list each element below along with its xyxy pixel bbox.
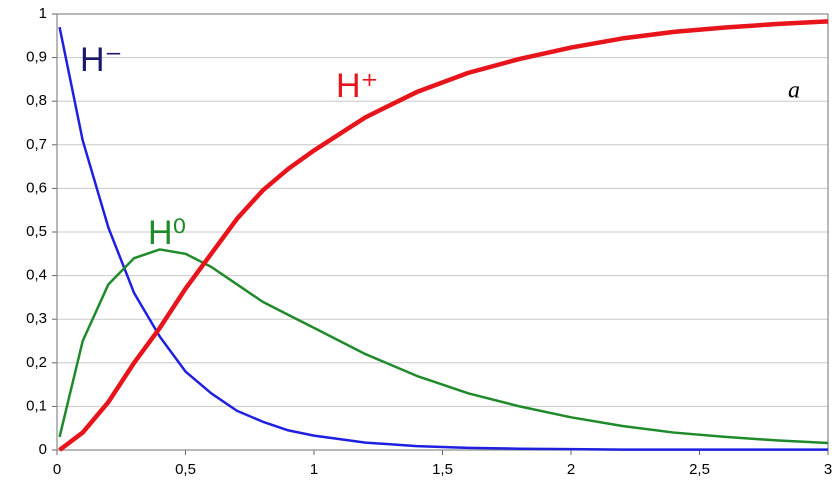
series-label: H⁻ (80, 41, 123, 79)
series-line (58, 248, 829, 445)
y-tick-label: 0 (39, 441, 47, 458)
y-tick-label: 0,8 (26, 92, 47, 109)
x-tick-label: 1,5 (432, 461, 453, 478)
y-tick-label: 0,4 (26, 267, 47, 284)
x-tick-label: 0,5 (175, 461, 196, 478)
x-tick-label: 3 (824, 461, 832, 478)
x-tick-label: 2,5 (689, 461, 710, 478)
y-tick-label: 0,7 (26, 136, 47, 153)
plot-frame (56, 13, 829, 451)
y-tick-label: 1 (39, 5, 47, 22)
y-tick-label: 0,3 (26, 310, 47, 327)
y-tick-label: 0,6 (26, 179, 47, 196)
x-tick-label: 1 (310, 461, 318, 478)
y-tick-label: 0,5 (26, 223, 47, 240)
annotation: a (788, 78, 800, 104)
x-tick-label: 2 (567, 461, 575, 478)
y-tick-label: 0,2 (26, 354, 47, 371)
y-tick-label: 0,9 (26, 49, 47, 66)
series-label: H⁺ (336, 67, 379, 105)
series-line (58, 19, 829, 452)
series-label: H⁰ (148, 214, 186, 252)
y-tick-label: 0,1 (26, 397, 47, 414)
series-line (58, 26, 828, 451)
x-tick-label: 0 (53, 461, 61, 478)
